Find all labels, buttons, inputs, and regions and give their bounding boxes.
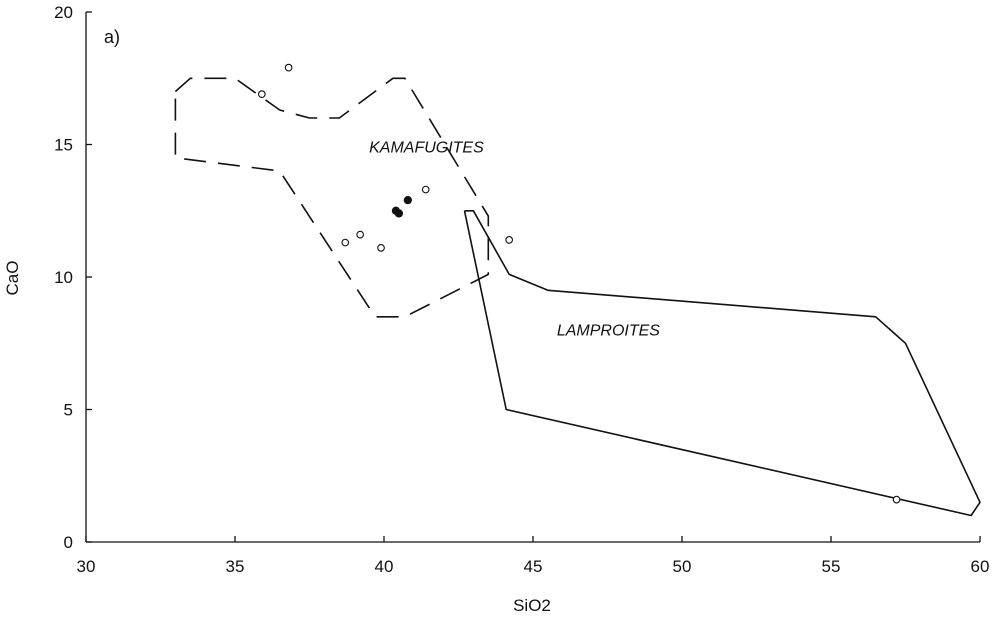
y-tick-label: 10 [54, 268, 73, 287]
field-labels: KAMAFUGITES LAMPROITES [369, 139, 660, 339]
field-lamproites [463, 210, 981, 517]
data-point-filled [394, 209, 404, 218]
y-tick-label: 15 [54, 136, 73, 155]
x-tick-label: 60 [971, 557, 990, 576]
data-point-open [257, 90, 266, 98]
y-tick-label: 0 [64, 533, 73, 552]
x-tick-label: 35 [226, 557, 245, 576]
y-axis-title: CaO [3, 261, 22, 296]
y-tick-label: 20 [54, 3, 73, 22]
field-polygons [174, 77, 981, 517]
data-point-open [341, 238, 350, 247]
data-point-open [284, 63, 293, 72]
field-label-lamproites: LAMPROITES [557, 322, 660, 339]
x-tick-label: 30 [77, 557, 96, 576]
field-label-kamafugites: KAMAFUGITES [369, 139, 484, 156]
x-axis-title: SiO2 [513, 596, 551, 615]
x-tick-label: 45 [524, 557, 543, 576]
axes [85, 12, 980, 543]
data-points [257, 63, 901, 504]
data-point-filled [403, 195, 412, 205]
data-point-open [356, 230, 365, 239]
x-tick-label: 55 [822, 557, 841, 576]
data-point-open [421, 185, 430, 194]
data-point-open [505, 236, 514, 244]
field-kamafugites [174, 77, 490, 318]
data-point-open [892, 495, 901, 504]
tick-marks: 30 35 40 45 50 55 60 0 5 10 15 20 [54, 3, 989, 576]
panel-label: a) [104, 27, 120, 47]
x-tick-label: 50 [673, 557, 692, 576]
x-tick-label: 40 [375, 557, 394, 576]
data-point-open [377, 244, 385, 252]
y-tick-label: 5 [64, 401, 73, 420]
